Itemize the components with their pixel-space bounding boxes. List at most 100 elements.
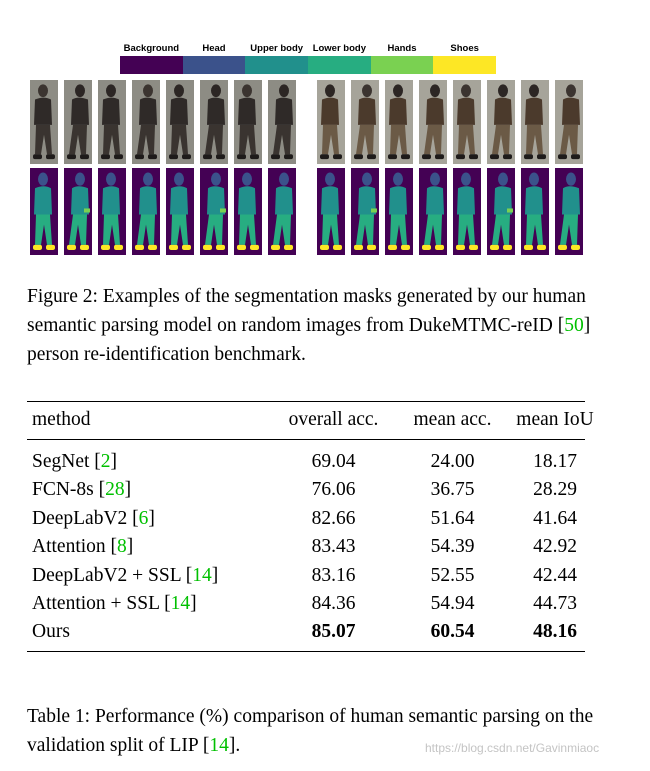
cell-method: FCN-8s [28] [32,476,131,504]
cell-mean-iou: 41.64 [533,507,577,529]
segmentation-mask [132,168,160,255]
method-citation-close: ] [148,507,155,529]
table-row: Ours 85.07 60.54 48.16 [27,618,585,646]
person-photo [166,80,194,164]
method-citation-close: ] [110,451,118,472]
cell-overall-acc: 85.07 [311,621,356,643]
cell-method: Ours [32,618,70,646]
cell-mean-acc: 52.55 [430,564,475,586]
method-name: Attention [ [32,536,118,558]
table-row: Attention + SSL [14] 84.36 54.94 44.73 [27,590,585,618]
figure-caption-citation[interactable]: 50 [564,315,584,336]
table-caption-text: Table 1: Performance (%) comparison of h… [27,706,594,756]
legend-item: Background [120,42,183,74]
figure-caption-text-end: ] person re-identification benchmark. [27,315,591,365]
segmentation-mask [98,168,126,255]
segmentation-mask [268,168,296,255]
cell-mean-iou: 18.17 [533,451,577,472]
person-photo [385,80,413,164]
cell-overall-acc: 84.36 [311,593,356,614]
segmentation-mask [487,168,515,255]
method-citation[interactable]: 6 [138,507,149,529]
segmentation-mask [521,168,549,255]
cell-mean-iou: 42.44 [533,564,577,586]
header-method: method [32,409,91,430]
person-photo [64,80,92,164]
method-citation[interactable]: 14 [192,564,212,586]
table-header-rule [27,439,585,440]
legend-swatch [308,56,371,74]
segmentation-mask [30,168,58,255]
person-photo [268,80,296,164]
cell-method: Attention + SSL [14] [32,590,197,618]
legend-item: Shoes [433,42,497,74]
method-citation[interactable]: 8 [117,536,127,558]
person-photo [200,80,228,164]
method-citation-close: ] [124,479,132,501]
cell-overall-acc: 83.43 [311,536,356,558]
cell-overall-acc: 83.16 [311,564,356,586]
segmentation-mask [200,168,228,255]
segmentation-mask [64,168,92,255]
cell-overall-acc: 69.04 [311,451,356,472]
legend-item: Head [182,42,246,74]
cell-overall-acc: 76.06 [311,479,356,501]
header-overall-acc: overall acc. [288,409,379,430]
method-citation[interactable]: 2 [100,451,111,472]
segmentation-mask [351,168,379,255]
method-name: SegNet [ [32,451,101,472]
legend-item: Lower body [308,42,371,74]
method-name: Attention + SSL [ [32,593,171,614]
segmentation-mask-strip [30,168,590,255]
segmentation-legend: Background Head Upper body Lower body Hands S… [120,42,497,74]
cell-method: Attention [8] [32,533,133,561]
table-row: FCN-8s [28] 76.06 36.75 28.29 [27,476,585,504]
person-photo [521,80,549,164]
person-photo [453,80,481,164]
legend-label: Shoes [450,43,479,54]
table-top-rule [27,401,585,403]
figure-caption-text: Figure 2: Examples of the segmentation m… [27,286,586,336]
person-photo [132,80,160,164]
method-citation-close: ] [126,536,134,558]
cell-method: DeepLabV2 [6] [32,505,155,533]
segmentation-mask [166,168,194,255]
cell-mean-acc: 24.00 [430,451,475,472]
cell-method: DeepLabV2 + SSL [14] [32,562,218,590]
cell-mean-iou: 48.16 [533,621,577,643]
cell-mean-acc: 51.64 [430,507,475,529]
table-row: DeepLabV2 + SSL [14] 83.16 52.55 42.44 [27,562,585,590]
legend-swatch [433,56,497,74]
figure-caption: Figure 2: Examples of the segmentation m… [27,282,593,369]
segmentation-mask [234,168,262,255]
cell-mean-acc: 54.94 [430,593,475,614]
cell-mean-acc: 36.75 [430,479,475,501]
cell-mean-acc: 60.54 [430,621,475,643]
table-row: DeepLabV2 [6] 82.66 51.64 41.64 [27,505,585,533]
cell-overall-acc: 82.66 [311,507,356,529]
segmentation-mask [385,168,413,255]
method-citation[interactable]: 28 [105,479,125,501]
method-citation-close: ] [190,593,197,614]
cell-mean-iou: 44.73 [533,593,577,614]
cell-mean-iou: 28.29 [533,479,577,501]
person-photo [555,80,583,164]
legend-label: Background [123,43,180,54]
legend-label: Hands [387,43,417,54]
segmentation-mask [317,168,345,255]
header-mean-iou: mean IoU [516,409,594,430]
legend-swatch [245,56,309,74]
table-row: SegNet [2] 69.04 24.00 18.17 [27,448,585,476]
watermark: https://blog.csdn.net/Gavinmiaoc [425,741,600,755]
method-citation[interactable]: 14 [170,593,191,614]
segmentation-mask [419,168,447,255]
method-name: DeepLabV2 [ [32,507,139,529]
method-name: DeepLabV2 + SSL [ [32,564,193,586]
person-photo-strip [30,80,590,164]
person-photo [351,80,379,164]
table-caption-citation[interactable]: 14 [209,735,229,756]
legend-swatch [182,56,246,74]
person-photo [487,80,515,164]
method-citation-close: ] [211,564,219,586]
table-caption-text-end: ]. [228,735,241,756]
